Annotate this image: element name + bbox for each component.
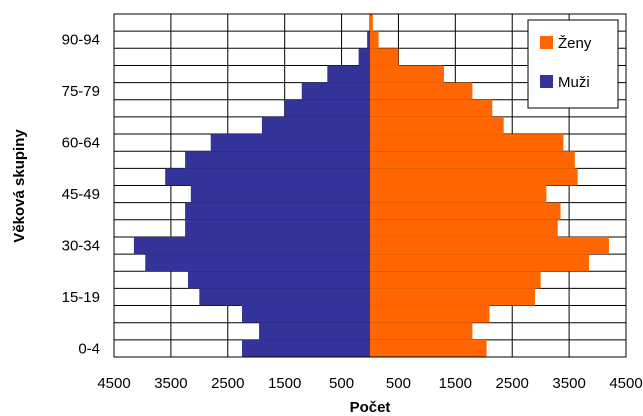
x-tick-label: 500 — [386, 375, 411, 392]
bar-zeny-55-59 — [370, 151, 575, 169]
bar-muzi-80-84 — [327, 65, 370, 83]
bar-muzi-35-39 — [185, 219, 370, 237]
bar-muzi-20-24 — [187, 271, 370, 289]
bar-muzi-55-59 — [185, 151, 370, 169]
x-tick-label: 1500 — [268, 375, 301, 392]
bar-muzi-85-89 — [358, 48, 370, 66]
bar-muzi-70-74 — [284, 99, 370, 117]
bar-zeny-90-94 — [370, 31, 379, 49]
y-tick-label: 0-4 — [78, 340, 100, 357]
tick-labels: 4500 3500 2500 1500 500 500 1500 2500 3500 4500 0-… — [62, 32, 643, 392]
x-tick-label: 3500 — [552, 375, 585, 392]
bar-muzi-40-44 — [185, 202, 370, 220]
bar-zeny-0-4 — [370, 339, 487, 357]
x-tick-label: 4500 — [97, 375, 130, 392]
y-tick-label: 45-49 — [62, 186, 100, 203]
y-tick-label: 60-64 — [62, 135, 100, 152]
legend: Ženy Muži — [527, 19, 619, 109]
bar-zeny-10-14 — [370, 305, 490, 323]
bar-zeny-50-54 — [370, 168, 578, 186]
y-axis-title: Věková skupiny — [11, 129, 28, 243]
x-tick-label: 1500 — [439, 375, 472, 392]
legend-swatch-zeny — [540, 36, 553, 49]
bar-zeny-75-79 — [370, 82, 473, 100]
x-tick-label: 4500 — [609, 375, 642, 392]
bar-muzi-25-29 — [145, 254, 370, 272]
y-tick-label: 75-79 — [62, 83, 100, 100]
y-tick-label: 90-94 — [62, 32, 100, 49]
bar-zeny-40-44 — [370, 202, 561, 220]
bar-zeny-95+ — [370, 14, 373, 32]
bar-zeny-45-49 — [370, 185, 547, 203]
legend-label-muzi: Muži — [558, 74, 590, 91]
bar-zeny-25-29 — [370, 254, 590, 272]
x-tick-label: 3500 — [154, 375, 187, 392]
bar-zeny-80-84 — [370, 65, 444, 83]
bar-muzi-45-49 — [190, 185, 370, 203]
bar-zeny-65-69 — [370, 116, 504, 135]
plot-area-frame — [113, 13, 627, 358]
bar-muzi-90-94 — [367, 31, 370, 49]
x-tick-label: 500 — [329, 375, 354, 392]
y-tick-label: 30-34 — [62, 238, 100, 255]
bar-zeny-35-39 — [370, 219, 558, 237]
bar-muzi-0-4 — [242, 339, 370, 357]
bar-zeny-60-64 — [370, 134, 564, 152]
bar-muzi-60-64 — [210, 134, 370, 152]
x-tick-label: 2500 — [211, 375, 244, 392]
bar-muzi-30-34 — [133, 236, 370, 255]
bar-muzi-50-54 — [165, 168, 370, 186]
legend-frame — [527, 19, 619, 109]
bar-muzi-10-14 — [242, 305, 370, 323]
bar-muzi-75-79 — [301, 82, 370, 100]
bar-muzi-5-9 — [259, 322, 370, 340]
bar-muzi-15-19 — [199, 288, 370, 306]
bar-zeny-85-89 — [370, 48, 399, 66]
bars — [133, 14, 609, 357]
legend-label-zeny: Ženy — [558, 35, 592, 52]
bar-zeny-5-9 — [370, 322, 473, 340]
bar-zeny-15-19 — [370, 288, 535, 306]
bar-muzi-65-69 — [261, 116, 370, 135]
bar-zeny-20-24 — [370, 271, 541, 289]
bar-muzi-95+ — [369, 14, 370, 32]
bar-zeny-70-74 — [370, 99, 493, 117]
y-tick-label: 15-19 — [62, 289, 100, 306]
legend-swatch-muzi — [540, 75, 553, 88]
bar-zeny-30-34 — [370, 236, 609, 255]
x-tick-label: 2500 — [496, 375, 529, 392]
x-axis-title: Počet — [350, 399, 391, 416]
